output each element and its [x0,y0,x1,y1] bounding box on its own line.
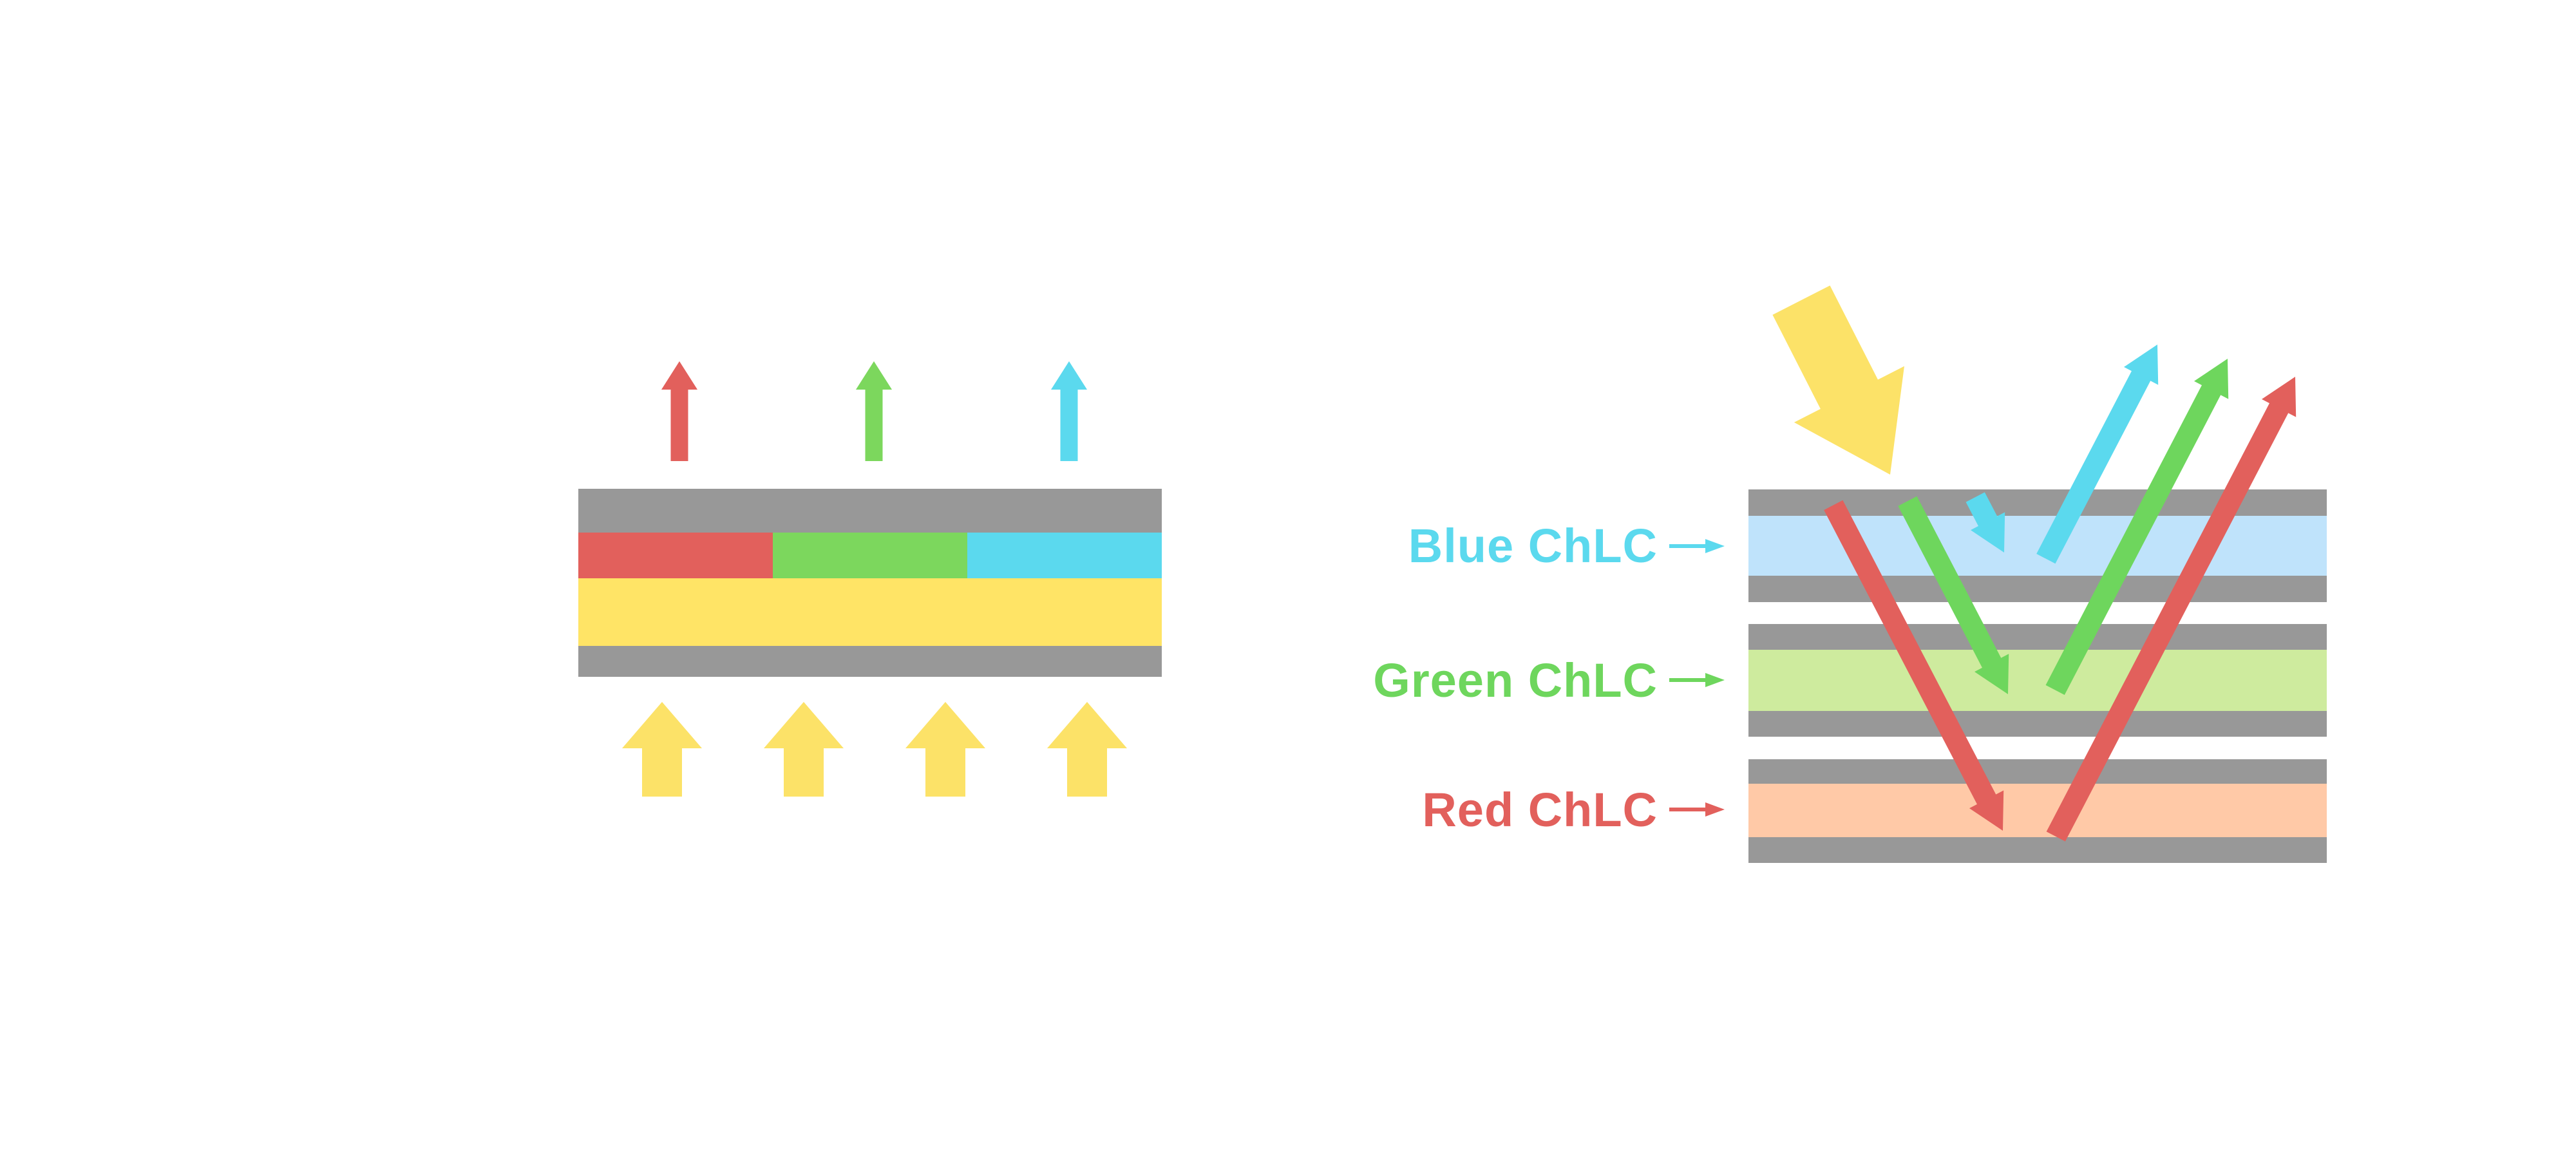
reflected-blue-ray-icon [2036,345,2159,564]
backlight-up-arrow-icon [622,702,702,797]
right-diagram: Blue ChLC Green ChLC Red ChLC [1373,285,2327,863]
red-panel-top-substrate [1748,759,2327,784]
red-chlc-label: Red ChLC [1422,783,1658,837]
reflected-red-ray-icon [2046,377,2297,842]
left-stack-green-subpixel [773,533,967,578]
backlight-up-arrow-icon [764,702,844,797]
blue-panel-bottom-substrate [1748,576,2327,602]
backlight-up-arrow-icon [905,702,985,797]
left-stack-red-subpixel [578,533,773,578]
cyan-up-arrow-icon [1051,361,1087,461]
incident-light-arrow-icon [1772,285,1904,475]
left-stack-yellow-backlight-layer [578,578,1162,646]
red-up-arrow-icon [661,361,697,461]
left-stack-cyan-subpixel [967,533,1162,578]
transmitted-red-ray-icon [1824,500,2004,831]
transmitted-green-ray-icon [1898,496,2009,694]
blue-label-pointer-icon [1669,539,1725,553]
left-stack-bottom-glass-layer [578,646,1162,677]
left-diagram [578,361,1162,797]
transmitted-blue-ray-icon [1965,492,2005,553]
red-label-pointer-icon [1669,802,1725,817]
green-panel-top-substrate [1748,624,2327,650]
red-chlc-layer [1748,784,2327,837]
backlight-up-arrow-icon [1047,702,1127,797]
green-up-arrow-icon [856,361,892,461]
reflected-green-ray-icon [2045,359,2229,695]
red-panel-bottom-substrate [1748,837,2327,863]
left-stack-top-glass-layer [578,489,1162,533]
blue-chlc-label: Blue ChLC [1408,519,1658,572]
green-label-pointer-icon [1669,673,1725,687]
green-chlc-label: Green ChLC [1373,654,1658,707]
green-panel-bottom-substrate [1748,711,2327,737]
green-chlc-layer [1748,650,2327,711]
